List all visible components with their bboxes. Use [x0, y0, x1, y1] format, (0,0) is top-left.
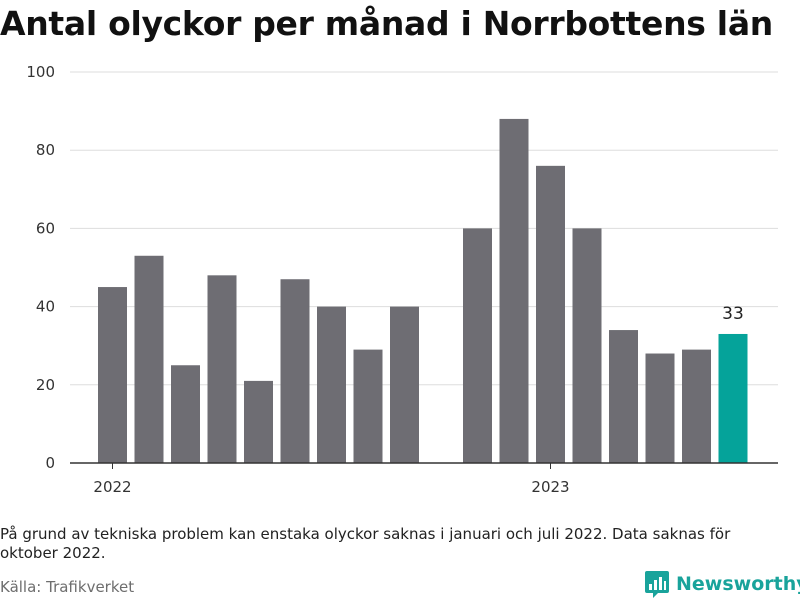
- bar: [645, 353, 675, 463]
- bar: [280, 279, 310, 463]
- bar: [98, 287, 127, 463]
- chart-title: Antal olyckor per månad i Norrbottens lä…: [0, 4, 773, 43]
- newsworthy-logo-icon: [645, 571, 669, 598]
- y-tick-label: 20: [36, 376, 55, 394]
- bar: [572, 228, 602, 463]
- bar: [682, 349, 711, 463]
- footnote: På grund av tekniska problem kan enstaka…: [0, 525, 731, 562]
- bar: [207, 275, 237, 463]
- bar: [499, 118, 529, 464]
- bar: [244, 380, 273, 463]
- bar-highlight: [718, 333, 748, 463]
- bar-chart: 0 20 40 60 80 100 33 2022 2023: [26, 63, 778, 496]
- bar: [353, 349, 383, 463]
- bar: [390, 306, 419, 463]
- bar: [536, 165, 565, 463]
- y-tick-label: 60: [36, 219, 55, 237]
- x-tick-label: 2023: [531, 478, 569, 496]
- y-tick-label: 100: [26, 63, 55, 81]
- bar: [609, 330, 638, 463]
- y-tick-label: 80: [36, 141, 55, 159]
- brand-name: Newsworthy: [676, 573, 800, 595]
- brand-logo: Newsworthy: [644, 568, 800, 600]
- x-tick-label: 2022: [93, 478, 131, 496]
- bar: [171, 365, 200, 463]
- bar: [134, 255, 164, 463]
- y-tick-label: 40: [36, 298, 55, 316]
- y-tick-label: 0: [45, 454, 55, 472]
- bar: [317, 306, 346, 463]
- data-label: 33: [722, 304, 744, 324]
- bar: [463, 228, 492, 463]
- source-label: Källa: Trafikverket: [0, 578, 135, 596]
